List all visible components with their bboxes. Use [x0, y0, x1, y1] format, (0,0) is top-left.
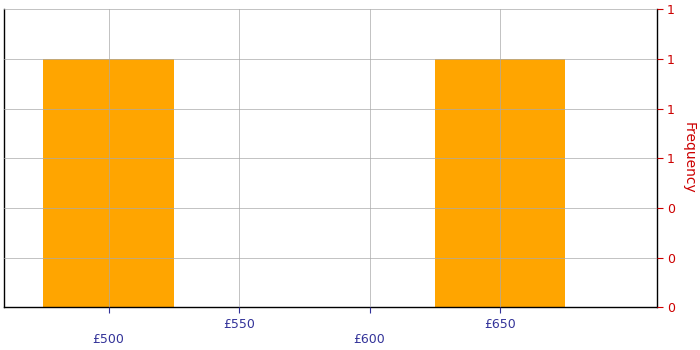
Bar — [43, 59, 174, 307]
Y-axis label: Frequency: Frequency — [682, 122, 696, 194]
Bar — [435, 59, 565, 307]
